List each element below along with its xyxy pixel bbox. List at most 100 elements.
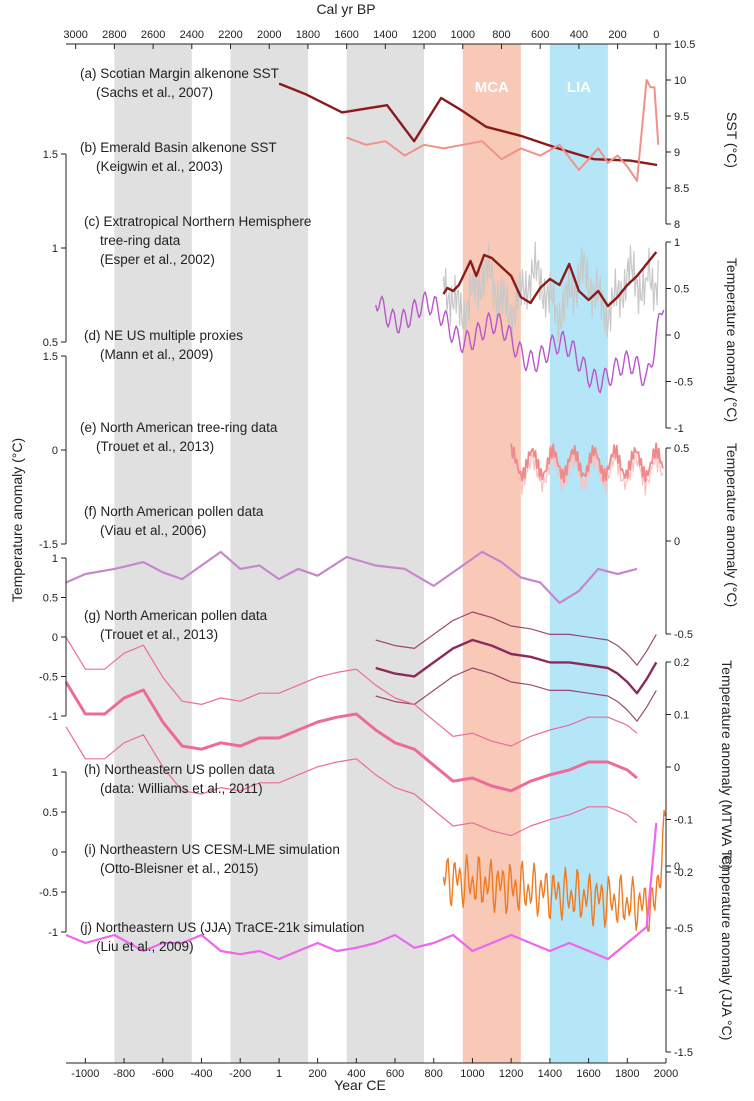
r4-axis-label-1: -0.5: [674, 923, 693, 935]
panel-e-label-2: (Trouet et al., 2013): [96, 439, 214, 454]
grey-band-2: [230, 44, 308, 1063]
r2-axis-label-0: 0.5: [674, 443, 689, 455]
r2-axis-label-1: 0: [674, 536, 680, 548]
top-tick-label-11: 800: [492, 29, 510, 41]
left-axis-b-label-0: 1.5: [43, 351, 58, 363]
left-axis-c-label-1: 0.5: [43, 593, 58, 605]
panel-f-label-1: (f) North American pollen data: [84, 504, 264, 519]
series-b-line: [346, 79, 660, 182]
panel-b-label-1: (b) Emerald Basin alkenone SST: [80, 140, 277, 155]
top-tick-label-0: 3000: [63, 29, 87, 41]
mca-band: [462, 44, 521, 1063]
period-bands: MCA LIA: [114, 44, 608, 1063]
panel-j-label-2: (Liu et al., 2009): [96, 939, 194, 954]
left-axis-d-label-2: 0: [52, 847, 58, 859]
top-tick-label-5: 2000: [257, 29, 281, 41]
axes: 3000 2800 2600 2400 2200 2000 1800 1600 1400 1200…: [39, 29, 695, 1080]
left-axes: 1.5 1 0.5 1.5 0 -1.5 1 0.5 0 -0.5 -1 1 0.5 0 -0.5 -1: [39, 149, 67, 939]
r4-axis-label-2: -1: [674, 985, 684, 997]
left-axis-title: Temperature anomaly (°C): [9, 438, 25, 602]
bottom-axis-title: Year CE: [334, 1077, 386, 1093]
top-tick-label-7: 1600: [334, 29, 358, 41]
left-axis-d-label-4: -1: [48, 927, 58, 939]
series-c-raw: [442, 241, 659, 344]
top-tick-label-12: 600: [531, 29, 549, 41]
left-axis-a-label-2: 0.5: [43, 337, 58, 349]
lia-label: LIA: [567, 79, 591, 96]
data-series: [64, 79, 666, 961]
top-tick-label-8: 1400: [373, 29, 397, 41]
r2-axis-label-2: -0.5: [674, 629, 693, 641]
panel-e-label-1: (e) North American tree-ring data: [80, 420, 278, 435]
sst-axis-label-4: 8.5: [674, 183, 689, 195]
left-axis-c-label-2: 0: [52, 632, 58, 644]
left-axis-b-label-1: 0: [52, 445, 58, 457]
grey-band-1: [114, 44, 192, 1063]
bottom-tick-label-13: 1600: [576, 1068, 600, 1080]
bottom-tick-label-4: -200: [229, 1068, 251, 1080]
panel-c-label-2: tree-ring data: [100, 233, 181, 248]
bottom-tick-label-6: 200: [308, 1068, 326, 1080]
sst-axis-label-3: 9: [674, 147, 680, 159]
r3-axis-label-2: 0: [674, 762, 680, 774]
left-axis-d-label-0: 1: [52, 767, 58, 779]
panel-c-label-1: (c) Extratropical Northern Hemisphere: [84, 214, 311, 229]
bottom-tick-label-3: -400: [190, 1068, 212, 1080]
series-c-smooth: [442, 251, 658, 308]
sst-axis-label-0: 10.5: [674, 39, 695, 51]
panel-h-label-1: (h) Northeastern US pollen data: [84, 762, 275, 777]
lia-band: [549, 44, 608, 1063]
series-g-lower: [375, 667, 657, 722]
bottom-tick-label-10: 1000: [460, 1068, 484, 1080]
r4-axis-label-3: -1.5: [674, 1047, 693, 1059]
top-tick-label-9: 1200: [412, 29, 436, 41]
top-axis-ticks: 3000 2800 2600 2400 2200 2000 1800 1600 1400 1200…: [63, 29, 659, 49]
left-axis-c-label-4: -1: [48, 711, 58, 723]
panel-c-label-3: (Esper et al., 2002): [100, 252, 215, 267]
series-i-line: [442, 809, 666, 932]
r1-axis-label-1: 0.5: [674, 284, 689, 296]
top-tick-label-13: 400: [570, 29, 588, 41]
panel-i-label-2: (Otto-Bleisner et al., 2015): [100, 861, 258, 876]
bottom-tick-label-0: -1000: [71, 1068, 99, 1080]
panel-b-label-2: (Keigwin et al., 2003): [96, 159, 223, 174]
sst-axis-label-5: 8: [674, 219, 680, 231]
grey-band-3: [346, 44, 425, 1063]
bottom-axis-ticks: -1000 -800 -600 -400 -200 1 200 400 600 800 1000 12…: [71, 1058, 678, 1080]
left-axis-a-label-1: 1: [52, 243, 58, 255]
left-axis-c-label-0: 1: [52, 553, 58, 565]
bottom-tick-label-15: 2000: [654, 1068, 678, 1080]
r4-axis-title: Temperature anomaly (JJA °C): [719, 850, 735, 1041]
r3-axis-label-1: 0.1: [674, 710, 689, 722]
right-axes: 10.5109.598.5810.50-0.5-10.50-0.50.20.10…: [665, 39, 695, 1059]
panel-f-label-2: (Viau et al., 2006): [100, 523, 206, 538]
panel-d-label-1: (d) NE US multiple proxies: [84, 328, 243, 343]
panel-i-label-1: (i) Northeastern US CESM-LME simulation: [84, 842, 340, 857]
series-h-lower: [65, 726, 638, 837]
r3-axis-label-4: -0.2: [674, 867, 693, 879]
top-tick-label-4: 2200: [218, 29, 242, 41]
r2-axis-title: Temperature anomaly (°C): [724, 443, 740, 607]
r3-axis-title: Temperature anomaly (MTWA °C): [719, 660, 735, 870]
panel-h-label-2: (data: Williams et al., 2011): [100, 781, 263, 796]
r1-axis-label-4: -1: [674, 423, 684, 435]
sst-axis-label-1: 10: [674, 75, 686, 87]
series-e-line: [510, 442, 664, 484]
bottom-tick-label-12: 1400: [538, 1068, 562, 1080]
bottom-tick-label-14: 1800: [615, 1068, 639, 1080]
sst-axis-label-2: 9.5: [674, 111, 689, 123]
r1-axis-title: Temperature anomaly (°C): [724, 258, 740, 422]
panel-g-label-1: (g) North American pollen data: [84, 608, 268, 623]
bottom-tick-label-7: 400: [347, 1068, 365, 1080]
top-tick-label-6: 1800: [296, 29, 320, 41]
top-tick-label-2: 2600: [141, 29, 165, 41]
top-tick-label-14: 200: [608, 29, 626, 41]
r3-axis-label-3: -0.1: [674, 815, 693, 827]
panel-j-label-1: (j) Northeastern US (JJA) TraCE-21k simu…: [80, 920, 364, 935]
series-h-mean: [64, 681, 638, 793]
r4-axis-label-0: 0: [674, 861, 680, 873]
left-axis-a-label-0: 1.5: [43, 149, 58, 161]
series-a-line: [278, 82, 658, 167]
bottom-tick-label-11: 1200: [499, 1068, 523, 1080]
